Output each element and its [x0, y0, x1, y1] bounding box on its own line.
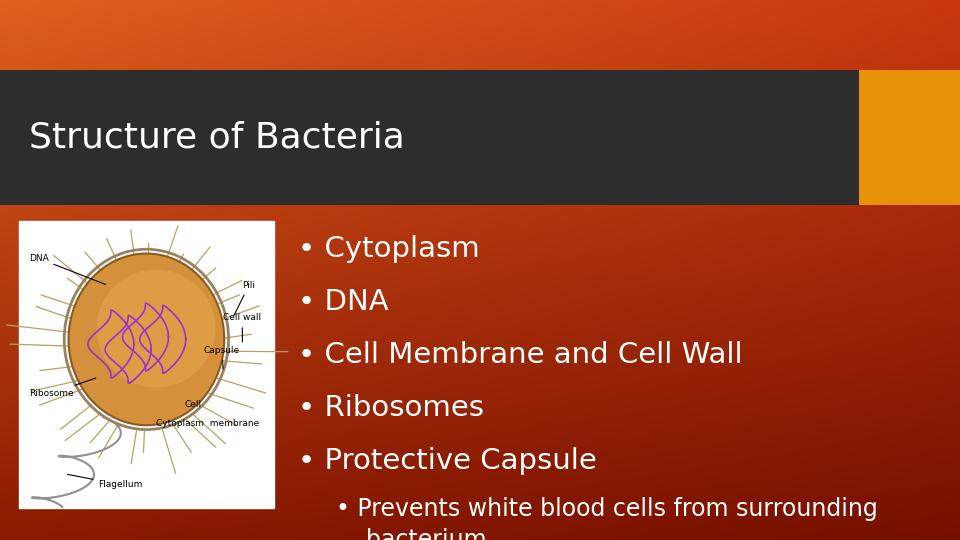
Text: Ribosome: Ribosome: [29, 378, 96, 398]
Text: Capsule: Capsule: [204, 346, 240, 369]
Bar: [19, 221, 274, 508]
Text: Cytoplasm  membrane: Cytoplasm membrane: [156, 418, 259, 428]
Text: Structure of Bacteria: Structure of Bacteria: [29, 121, 404, 154]
Text: Flagellum: Flagellum: [67, 474, 143, 489]
Text: • Prevents white blood cells from surrounding
    bacterium: • Prevents white blood cells from surrou…: [336, 497, 877, 540]
Ellipse shape: [68, 253, 225, 426]
Text: • Cytoplasm: • Cytoplasm: [298, 235, 479, 263]
Bar: [0, 70, 859, 205]
Text: DNA: DNA: [29, 254, 106, 285]
Text: Cell wall: Cell wall: [223, 313, 261, 342]
Text: • DNA: • DNA: [298, 288, 388, 316]
Text: Pili: Pili: [234, 281, 255, 315]
Text: • Ribosomes: • Ribosomes: [298, 394, 484, 422]
Bar: [859, 70, 960, 205]
Text: • Cell Membrane and Cell Wall: • Cell Membrane and Cell Wall: [298, 341, 742, 369]
Text: • Protective Capsule: • Protective Capsule: [298, 447, 596, 475]
Ellipse shape: [97, 269, 215, 388]
Text: Cell: Cell: [184, 400, 202, 409]
